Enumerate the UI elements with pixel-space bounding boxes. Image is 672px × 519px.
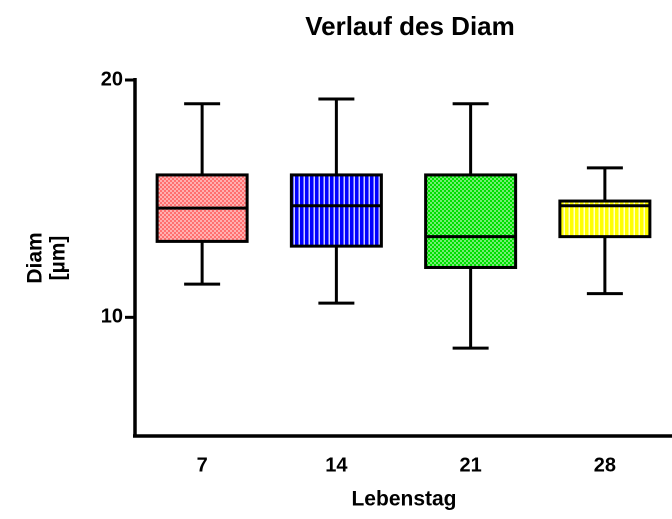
y-tick-label: 10	[101, 306, 123, 328]
y-axis-label-line: Diam	[24, 232, 47, 283]
box	[289, 173, 383, 248]
y-axis-label: Diam [µm]	[24, 232, 70, 283]
x-tick-label: 28	[594, 454, 616, 476]
y-axis-label-line: [µm]	[47, 236, 70, 281]
x-tick-label: 21	[460, 454, 482, 476]
x-tick-label: 7	[197, 454, 208, 476]
chart-title: Verlauf des Diam	[305, 11, 515, 41]
x-tick-label: 14	[325, 454, 348, 476]
x-axis-label: Lebenstag	[351, 488, 456, 511]
y-tick-label: 20	[101, 68, 123, 90]
box	[424, 173, 518, 269]
